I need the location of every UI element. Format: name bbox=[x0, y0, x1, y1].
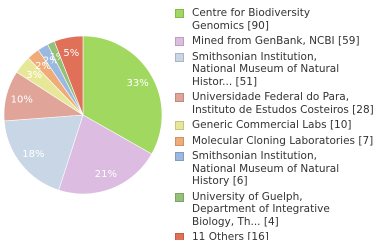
legend-label: 11 Others [16] bbox=[192, 231, 269, 240]
legend-swatch bbox=[175, 37, 184, 46]
legend-label: Smithsonian Institution, National Museum… bbox=[192, 50, 340, 88]
legend-label: Mined from GenBank, NCBI [59] bbox=[192, 35, 360, 47]
legend-swatch bbox=[175, 152, 184, 161]
legend-swatch bbox=[175, 93, 184, 102]
legend-item: Smithsonian Institution, National Museum… bbox=[175, 51, 375, 89]
legend-swatch bbox=[175, 192, 184, 202]
pie-slice bbox=[3, 114, 84, 191]
legend-label: Molecular Cloning Laboratories [7] bbox=[192, 134, 374, 147]
slice-label: 3% bbox=[26, 70, 42, 81]
legend-label: Universidade Federal do Para, Instituto … bbox=[192, 91, 374, 116]
slice-label: 21% bbox=[95, 169, 117, 180]
legend-item: 11 Others [16] bbox=[175, 231, 375, 240]
legend-item: Universidade Federal do Para, Instituto … bbox=[175, 91, 375, 116]
pie-slice bbox=[82, 35, 163, 155]
slice-label: 2% bbox=[43, 56, 59, 67]
slice-label: 2% bbox=[35, 61, 51, 72]
legend-item: Generic Commercial Labs [10] bbox=[175, 119, 375, 132]
legend-item: Molecular Cloning Laboratories [7] bbox=[175, 135, 375, 148]
legend-item: Smithsonian Institution, National Museum… bbox=[175, 150, 375, 188]
legend-label: Centre for Biodiversity Genomics [90] bbox=[192, 7, 311, 32]
legend-swatch bbox=[175, 52, 184, 62]
legend-swatch bbox=[175, 9, 184, 18]
slice-label: 33% bbox=[126, 78, 148, 89]
legend-label: University of Guelph, Department of Inte… bbox=[192, 190, 330, 228]
legend-item: Centre for Biodiversity Genomics [90] bbox=[175, 7, 375, 32]
pie-slice bbox=[53, 35, 84, 116]
pie: 33% 21% 18% 10% 3%2%2%1%5% bbox=[3, 35, 163, 195]
legend-swatch bbox=[175, 121, 184, 130]
legend-item: University of Guelph, Department of Inte… bbox=[175, 191, 375, 229]
legend: Centre for Biodiversity Genomics [90] Min… bbox=[175, 7, 375, 240]
slice-label: 10% bbox=[11, 94, 33, 105]
legend-swatch bbox=[175, 233, 184, 240]
legend-label: Generic Commercial Labs [10] bbox=[192, 119, 352, 131]
legend-swatch bbox=[175, 136, 184, 146]
slice-label: 5% bbox=[63, 48, 79, 59]
legend-item: Mined from GenBank, NCBI [59] bbox=[175, 35, 375, 48]
slice-label: 18% bbox=[22, 149, 44, 160]
legend-label: Smithsonian Institution, National Museum… bbox=[192, 150, 340, 187]
pie-slice bbox=[58, 114, 153, 195]
slice-label: 1% bbox=[49, 52, 65, 63]
